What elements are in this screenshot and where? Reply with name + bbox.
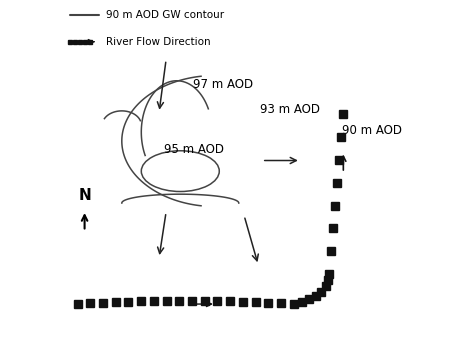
Text: 90 m AOD: 90 m AOD — [342, 124, 401, 137]
Text: N: N — [78, 188, 91, 203]
Text: 93 m AOD: 93 m AOD — [260, 103, 320, 116]
Text: River Flow Direction: River Flow Direction — [106, 37, 210, 47]
Text: 97 m AOD: 97 m AOD — [193, 78, 253, 91]
Text: 95 m AOD: 95 m AOD — [164, 143, 225, 156]
Text: 90 m AOD GW contour: 90 m AOD GW contour — [106, 10, 224, 20]
